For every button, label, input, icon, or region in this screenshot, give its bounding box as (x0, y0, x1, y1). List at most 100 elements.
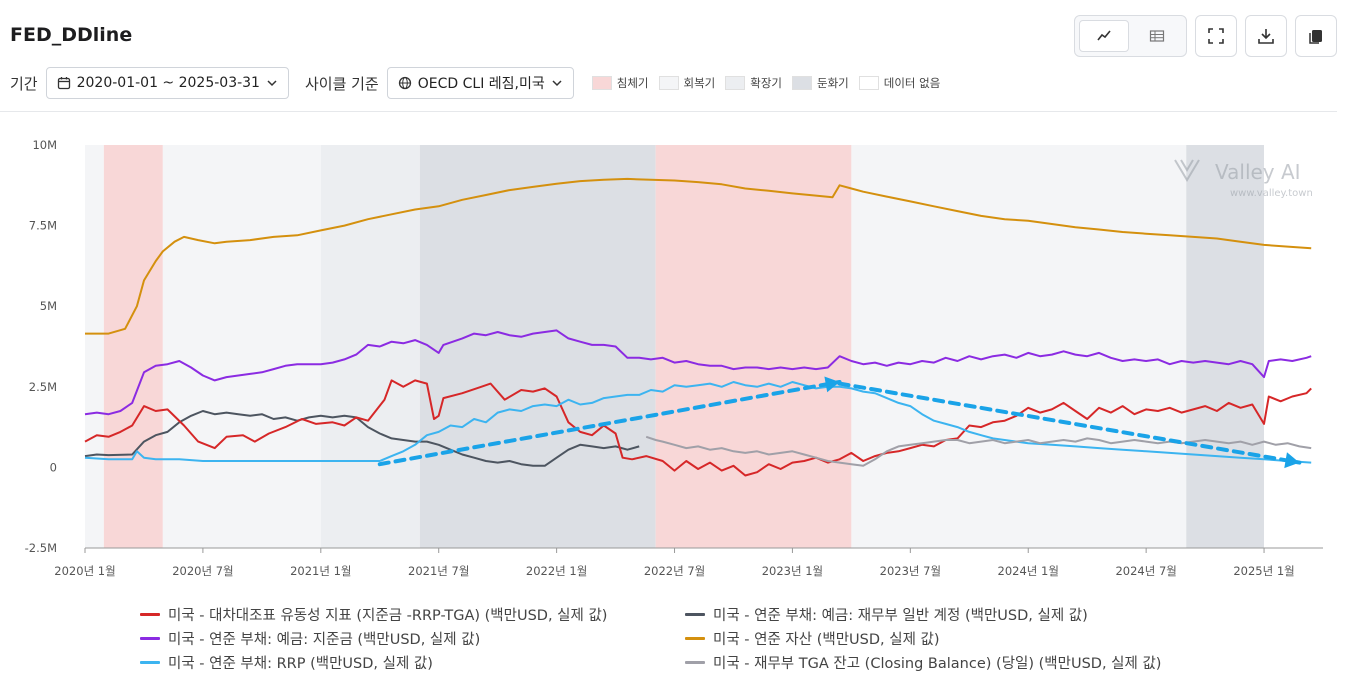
calendar-icon (57, 77, 70, 90)
x-tick-label: 2020년 7월 (172, 564, 233, 578)
series-legend-item[interactable]: 미국 - 연준 부채: RRP (백만USD, 실제 값) (140, 651, 685, 673)
chart-toolbar (1074, 15, 1337, 57)
fullscreen-button[interactable] (1195, 15, 1237, 57)
regime-band (851, 145, 1187, 548)
line-chart-view-button[interactable] (1079, 20, 1129, 52)
line-chart: Valley AI www.valley.town -2.5M 0 2.5M 5M 7.5M… (25, 138, 1323, 578)
divider (0, 111, 1337, 112)
globe-icon (398, 76, 411, 90)
regime-legend-item: 둔화기 (792, 75, 849, 91)
period-label: 기간 (10, 74, 38, 93)
regime-band (655, 145, 852, 548)
regime-band (320, 145, 420, 548)
regime-legend-item: 데이터 없음 (858, 75, 941, 91)
regime-band (103, 145, 163, 548)
regime-label: 둔화기 (817, 76, 849, 90)
x-tick-label: 2023년 7월 (880, 564, 941, 578)
series-line (645, 435, 1312, 467)
series-legend-label: 미국 - 연준 부채: RRP (백만USD, 실제 값) (168, 655, 433, 672)
series-legend-swatch (140, 636, 160, 640)
series-line (85, 177, 1312, 335)
regime-band (1264, 145, 1323, 548)
valley-logo-icon (1174, 159, 1200, 182)
series-legend-swatch (140, 660, 160, 664)
series-line (84, 329, 1312, 416)
series-legend-swatch (685, 636, 705, 640)
y-tick-label: -2.5M (25, 541, 57, 555)
series-legend-label: 미국 - 연준 자산 (백만USD, 실제 값) (713, 631, 940, 648)
regime-label: 확장기 (750, 76, 782, 90)
table-view-button[interactable] (1133, 20, 1182, 52)
regime-band (85, 145, 104, 548)
regime-swatch (725, 76, 746, 90)
series-legend-item[interactable]: 미국 - 재무부 TGA 잔고 (Closing Balance) (당일) (… (685, 651, 1205, 673)
series-legend-label: 미국 - 연준 부채: 예금: 재무부 일반 계정 (백만USD, 실제 값) (713, 607, 1088, 624)
regime-swatch (858, 76, 879, 90)
download-button[interactable] (1245, 15, 1287, 57)
y-tick-label: 5M (40, 299, 57, 313)
fullscreen-icon (1208, 28, 1224, 44)
series-legend-label: 미국 - 대차대조표 유동성 지표 (지준금 -RRP-TGA) (백만USD,… (168, 607, 608, 624)
series-legend-item[interactable]: 미국 - 연준 부채: 예금: 재무부 일반 계정 (백만USD, 실제 값) (685, 603, 1205, 625)
regime-legend: 침체기 회복기 확장기 둔화기 데이터 없음 (591, 75, 941, 91)
series-legend-item[interactable]: 미국 - 연준 자산 (백만USD, 실제 값) (685, 627, 1205, 649)
x-tick-label: 2025년 1월 (1233, 564, 1294, 578)
cycle-label: 사이클 기준 (304, 74, 379, 93)
y-tick-label: 7.5M (29, 219, 57, 233)
series-legend-item[interactable]: 미국 - 연준 부채: 예금: 지준금 (백만USD, 실제 값) (140, 627, 685, 649)
cycle-select[interactable]: OECD CLI 레짐,미국 (386, 67, 574, 99)
series-legend-swatch (685, 660, 705, 664)
download-icon (1258, 29, 1274, 44)
regime-label: 침체기 (616, 76, 649, 90)
regime-band (419, 145, 656, 548)
regime-swatch (792, 76, 812, 90)
cycle-value: OECD CLI 레짐,미국 (417, 76, 545, 92)
regime-legend-item: 회복기 (658, 75, 716, 91)
regime-swatch (658, 76, 679, 90)
series-legend-label: 미국 - 재무부 TGA 잔고 (Closing Balance) (당일) (… (713, 655, 1162, 672)
x-tick-label: 2024년 1월 (998, 564, 1059, 578)
regime-legend-item: 확장기 (725, 75, 782, 91)
x-tick-label: 2023년 1월 (762, 564, 823, 578)
page-title: FED_DDline (10, 24, 133, 46)
regime-legend-item: 침체기 (591, 75, 649, 91)
copy-icon (1309, 30, 1322, 44)
copy-button[interactable] (1295, 15, 1337, 57)
series-legend-swatch (140, 612, 160, 616)
series-legend-item[interactable]: 미국 - 대차대조표 유동성 지표 (지준금 -RRP-TGA) (백만USD,… (140, 603, 685, 625)
period-value: 2020-01-01 ~ 2025-03-31 (76, 75, 260, 91)
trend-arrow-line (377, 379, 842, 467)
chevron-down-icon (552, 80, 562, 87)
chevron-down-icon (267, 80, 277, 87)
trend-arrow-head (1284, 452, 1300, 469)
x-tick-label: 2024년 7월 (1115, 564, 1176, 578)
series-legend: 미국 - 대차대조표 유동성 지표 (지준금 -RRP-TGA) (백만USD,… (140, 603, 1280, 673)
y-tick-label: 0 (50, 460, 57, 474)
period-select[interactable]: 2020-01-01 ~ 2025-03-31 (45, 67, 289, 99)
x-tick-label: 2021년 1월 (290, 564, 351, 578)
regime-label: 회복기 (683, 76, 716, 90)
regime-band (162, 145, 321, 548)
x-tick-label: 2020년 1월 (54, 564, 115, 578)
watermark: Valley AI www.valley.town (1174, 159, 1313, 199)
watermark-url: www.valley.town (1230, 188, 1313, 199)
y-tick-label: 2.5M (29, 380, 57, 394)
trend-arrow-head (824, 376, 840, 393)
table-icon (1150, 30, 1165, 42)
regime-band (1186, 145, 1265, 548)
x-tick-label: 2022년 1월 (526, 564, 587, 578)
filter-bar: 기간 2020-01-01 ~ 2025-03-31 사이클 기준 OECD C… (10, 67, 940, 99)
regime-label: 데이터 없음 (883, 76, 941, 90)
series-line (84, 381, 1312, 464)
line-chart-icon (1097, 30, 1111, 41)
series-legend-label: 미국 - 연준 부채: 예금: 지준금 (백만USD, 실제 값) (168, 631, 481, 648)
x-tick-label: 2021년 7월 (408, 564, 469, 578)
series-line (84, 410, 640, 467)
series-legend-swatch (685, 612, 705, 616)
series-line (84, 379, 1312, 477)
regime-swatch (591, 76, 612, 90)
y-tick-label: 10M (32, 138, 57, 152)
x-tick-label: 2022년 7월 (644, 564, 705, 578)
trend-arrow-line (837, 381, 1302, 465)
